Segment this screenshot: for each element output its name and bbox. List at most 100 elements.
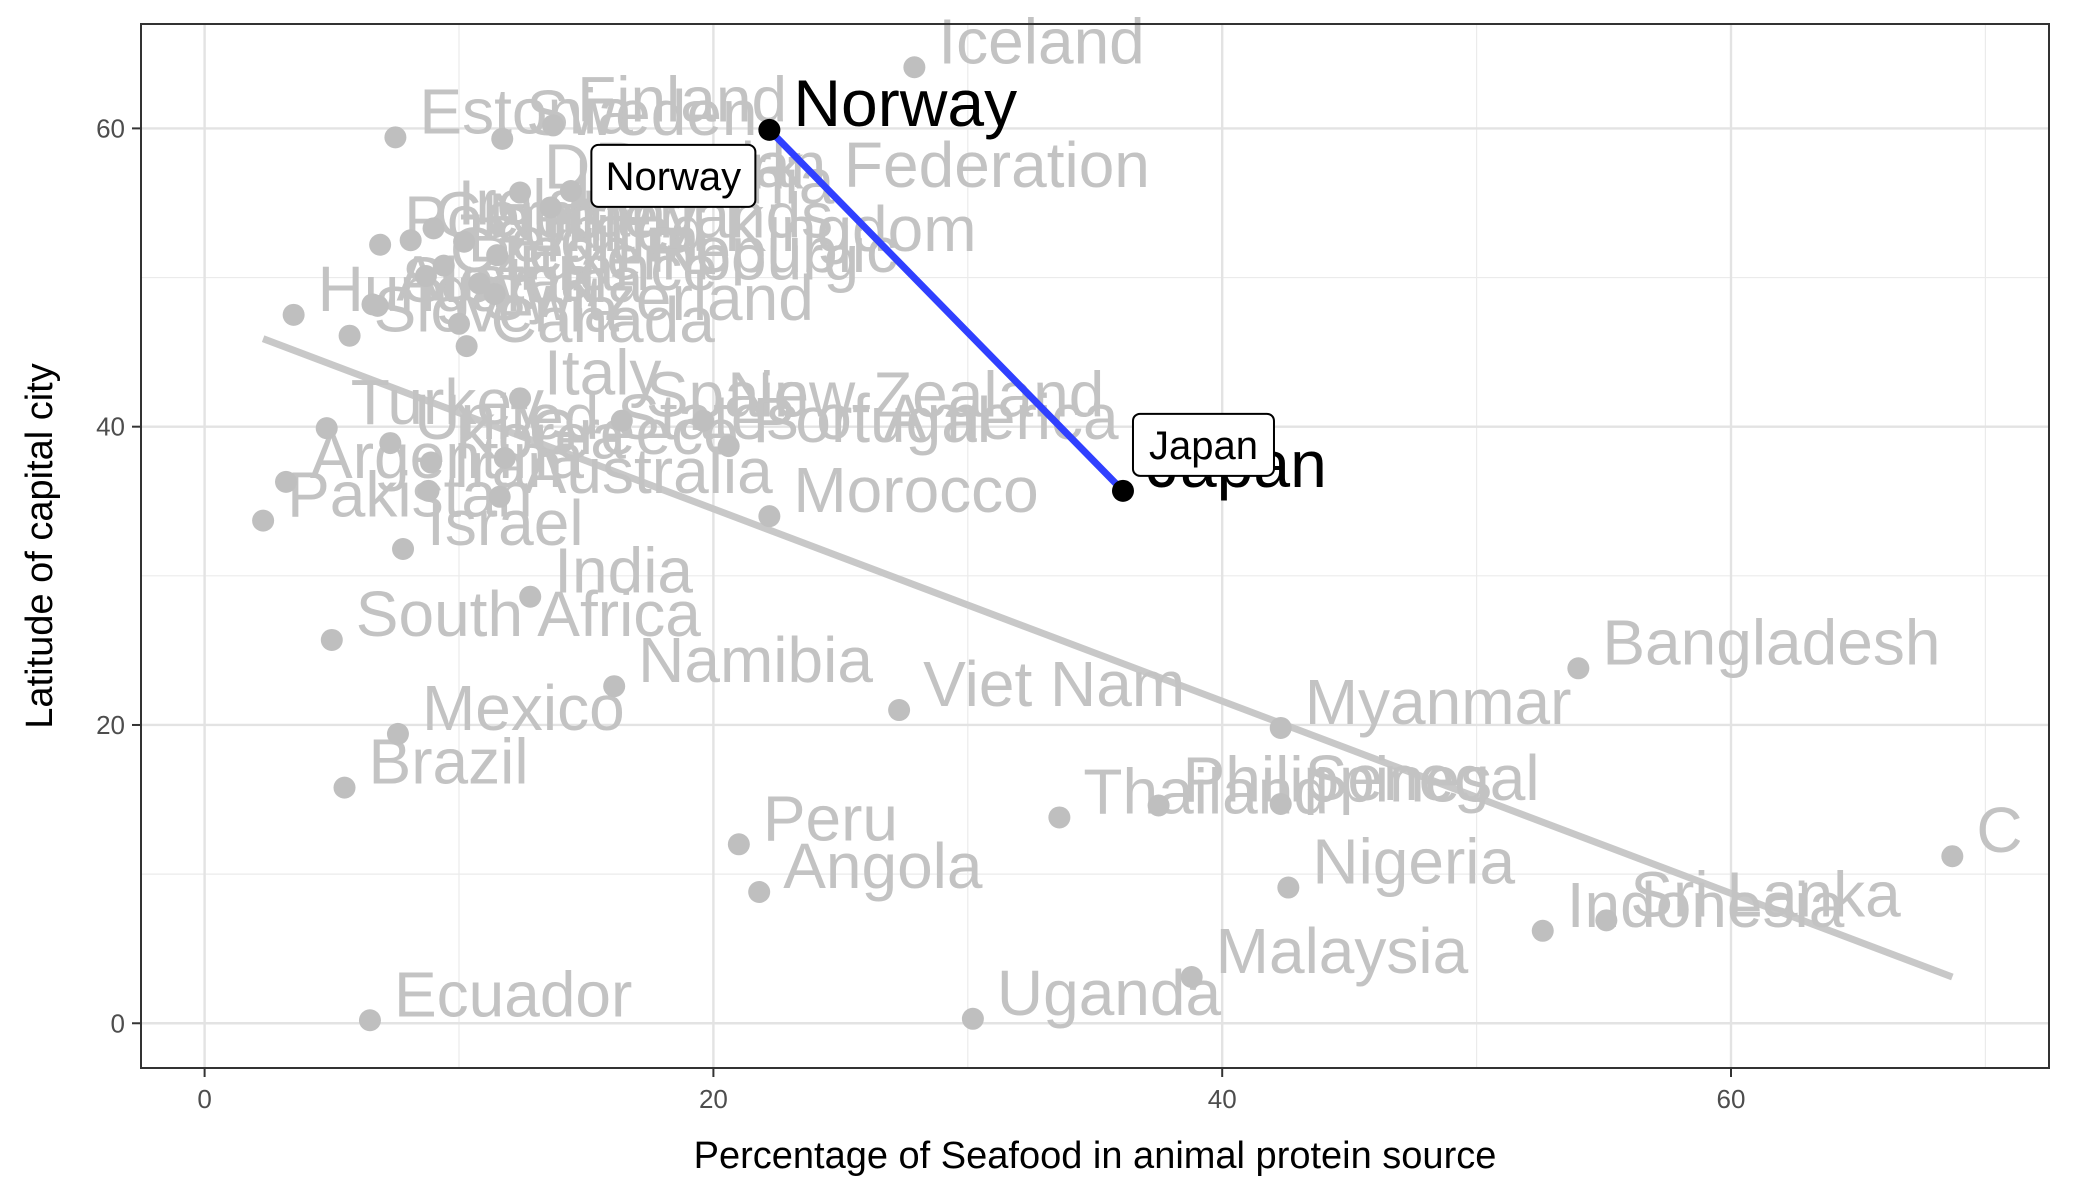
- country-label-france: France: [519, 232, 718, 304]
- point-greece: [493, 447, 516, 470]
- country-label-nigeria: Nigeria: [1312, 826, 1515, 898]
- country-label-spain: Spain: [646, 359, 810, 431]
- label-box-text-norway: Norway: [606, 155, 742, 199]
- country-label-myanmar: Myanmar: [1305, 666, 1572, 738]
- point-australia: [488, 485, 511, 508]
- point-korea: [420, 451, 443, 474]
- point-myanmar: [1269, 716, 1292, 739]
- point-bangladesh: [1567, 657, 1590, 680]
- label-box-norway: [590, 143, 757, 208]
- point-poland: [369, 233, 392, 256]
- y-tick-label: 20: [96, 710, 125, 740]
- point-ecuador: [358, 1009, 381, 1032]
- point-philippines: [1147, 794, 1170, 817]
- country-label-c: C: [1976, 794, 2022, 866]
- x-tick-label: 20: [699, 1084, 728, 1114]
- highlight-label-norway: Norway: [793, 66, 1017, 140]
- country-label-new-zealand: New Zealand: [727, 359, 1104, 431]
- point-malaysia: [1180, 966, 1203, 989]
- country-label-philippines: Philippines: [1183, 744, 1493, 816]
- y-axis-title: Latitude of capital city: [19, 363, 61, 728]
- country-label-iceland: Iceland: [938, 5, 1144, 77]
- label-box-text-japan: Japan: [1149, 424, 1258, 468]
- point-finland: [542, 114, 565, 137]
- country-label-peru: Peru: [763, 782, 898, 854]
- points-layer: [252, 56, 1964, 1032]
- point-south-africa: [320, 628, 343, 651]
- point-mexico: [386, 722, 409, 745]
- country-label-viet-nam: Viet Nam: [923, 648, 1185, 720]
- point-slovakia: [366, 294, 389, 317]
- country-label-belgium: Belgium: [468, 204, 699, 276]
- trend-layer: [261, 335, 1954, 981]
- point-switzerland: [448, 312, 470, 335]
- point-india: [519, 585, 542, 608]
- country-label-switzerland: Switzerland: [483, 262, 814, 334]
- point-senegal: [1269, 793, 1292, 816]
- country-label-mexico: Mexico: [422, 672, 625, 744]
- point-thailand: [1048, 806, 1071, 829]
- point-indonesia: [1531, 919, 1554, 942]
- point-iceland: [903, 56, 926, 79]
- label-box-japan: [1131, 412, 1275, 477]
- point-sri-lanka: [1595, 909, 1618, 932]
- point-united-states-of-america: [379, 432, 402, 455]
- highlight-layer: NorwayJapanNorwayJapan: [590, 66, 1327, 502]
- y-axis: 0 20 40 60: [96, 113, 141, 1038]
- highlight-point-norway: [758, 118, 781, 141]
- x-tick-label: 0: [197, 1084, 211, 1114]
- point-viet-nam: [888, 699, 911, 722]
- connector-layer: [766, 127, 1126, 494]
- country-label-ecuador: Ecuador: [394, 958, 632, 1030]
- point-morocco: [758, 505, 781, 528]
- x-axis: 0 20 40 60: [197, 1068, 1745, 1114]
- grid-minor: [141, 24, 2049, 1068]
- point-ireland: [422, 217, 445, 240]
- country-label-portugal: Portugal: [753, 384, 991, 456]
- y-tick-label: 0: [111, 1008, 125, 1038]
- country-label-greece: Greece: [529, 396, 739, 468]
- y-tick-label: 60: [96, 113, 125, 143]
- country-label-sri-lanka: Sri Lanka: [1630, 858, 1901, 930]
- y-tick-label: 40: [96, 412, 125, 442]
- point-argentina: [275, 470, 298, 493]
- country-label-estonia: Estonia: [419, 75, 633, 147]
- country-label-thailand: Thailand: [1083, 755, 1329, 827]
- country-label-senegal: Senegal: [1305, 742, 1540, 814]
- trend-line: [261, 335, 1954, 981]
- country-label-finland: Finland: [577, 63, 787, 135]
- point-lithuania: [539, 196, 562, 219]
- point-netherlands: [453, 230, 476, 253]
- point-sweden: [491, 127, 514, 150]
- country-label-czech-republic: Czech Republic: [450, 214, 898, 286]
- point-israel: [392, 537, 415, 560]
- country-label-canada: Canada: [491, 284, 716, 356]
- point-estonia: [384, 126, 407, 149]
- grid-major: [141, 24, 2049, 1068]
- country-label-luxembourg: Luxembourg: [503, 222, 859, 294]
- country-label-united-states-of-america: United States of America: [414, 381, 1119, 453]
- point-czech-republic: [414, 265, 437, 288]
- point-russian-federation: [559, 180, 582, 203]
- country-label-angola: Angola: [783, 830, 983, 902]
- country-label-argentina: Argentina: [310, 420, 584, 492]
- point-canada: [455, 335, 478, 358]
- country-label-malaysia: Malaysia: [1216, 915, 1469, 987]
- point-peru: [727, 833, 750, 856]
- point-france: [483, 282, 506, 305]
- point-spain: [610, 409, 633, 432]
- point-c: [1941, 845, 1964, 868]
- highlight-point-japan: [1111, 479, 1134, 502]
- country-label-bangladesh: Bangladesh: [1602, 606, 1940, 678]
- point-nigeria: [1277, 876, 1300, 899]
- x-tick-label: 40: [1208, 1084, 1237, 1114]
- point-belgium: [432, 254, 455, 277]
- point-italy: [509, 387, 532, 410]
- point-brazil: [333, 776, 356, 799]
- country-label-sweden: Sweden: [526, 77, 757, 149]
- point-new-zealand: [692, 409, 715, 432]
- point-pakistan: [252, 509, 275, 532]
- point-uganda: [961, 1007, 984, 1030]
- point-iran: [417, 479, 440, 502]
